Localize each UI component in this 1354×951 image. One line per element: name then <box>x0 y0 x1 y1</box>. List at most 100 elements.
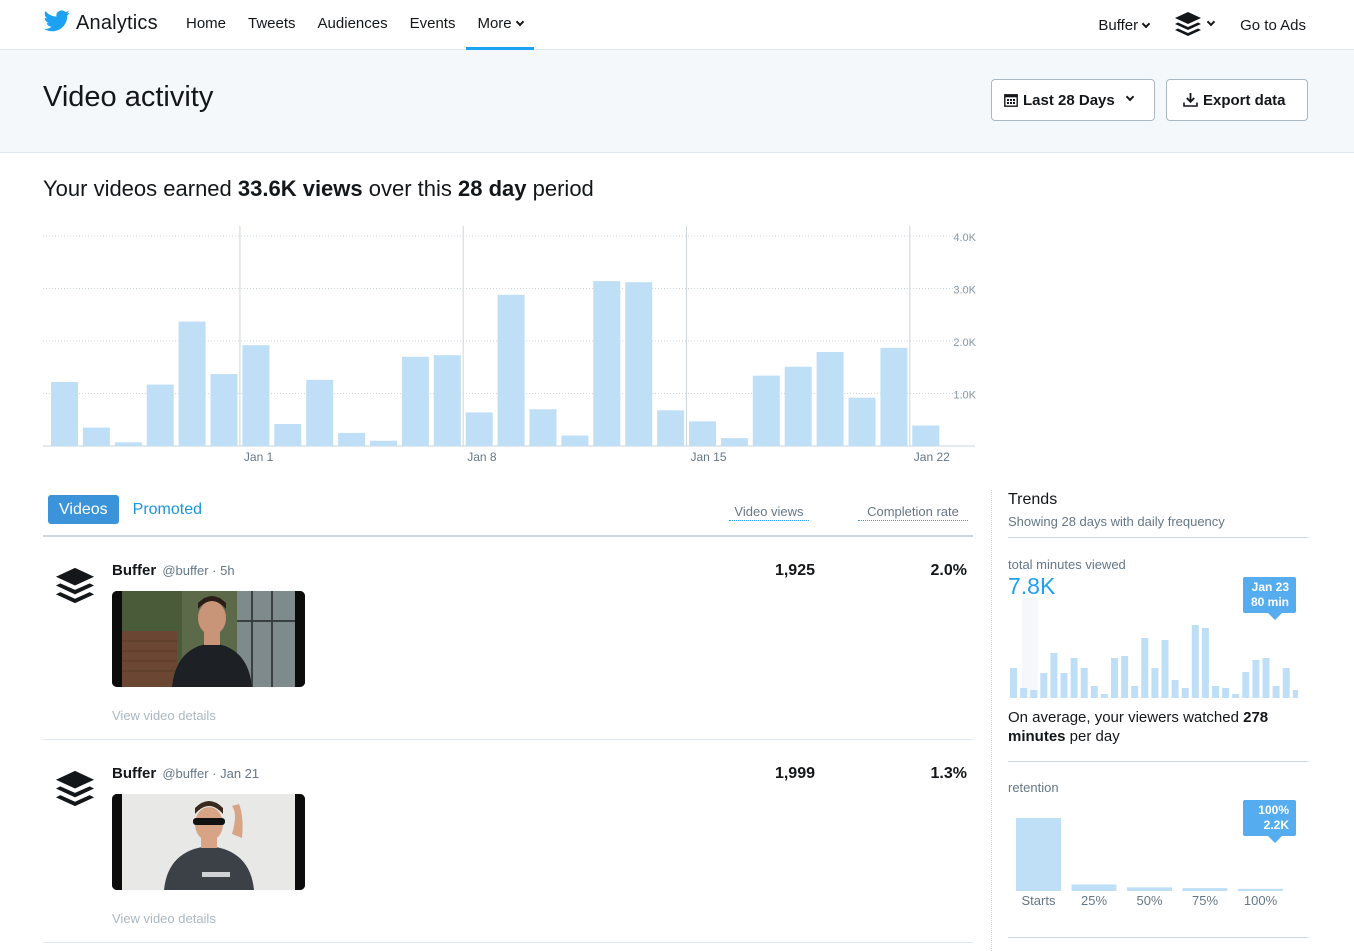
trends-divider <box>991 490 992 951</box>
tab-promoted[interactable]: Promoted <box>132 501 203 518</box>
bar <box>1161 640 1169 698</box>
date-range-label: Last 28 Days <box>1023 91 1115 109</box>
trends-subtitle: Showing 28 days with daily frequency <box>1008 514 1225 529</box>
bar <box>401 356 429 446</box>
x-tick-label: Jan 22 <box>914 450 950 464</box>
bar <box>784 366 812 446</box>
view-video-details-link[interactable]: View video details <box>112 708 216 723</box>
completion-rate-value: 2.0% <box>930 562 967 579</box>
trends-separator <box>1008 761 1308 762</box>
bar <box>1121 656 1129 698</box>
bar <box>720 438 748 446</box>
bar <box>1191 625 1199 698</box>
bar <box>1131 686 1139 698</box>
download-icon <box>1183 93 1198 107</box>
hover-column <box>1022 598 1038 698</box>
bar <box>338 432 366 446</box>
category-label: 50% <box>1136 893 1162 908</box>
bar <box>1272 686 1280 698</box>
bar <box>51 381 78 446</box>
bar <box>1071 884 1117 891</box>
date-range-button[interactable]: Last 28 Days <box>991 79 1155 121</box>
page-title: Video activity <box>43 81 214 113</box>
video-author[interactable]: Buffer <box>112 765 157 782</box>
nav-audiences[interactable]: Audiences <box>317 15 388 32</box>
avg-suffix: per day <box>1065 728 1120 745</box>
tab-videos[interactable]: Videos <box>48 495 119 524</box>
bar <box>178 321 206 446</box>
retention-tooltip: 100% 2.2K <box>1243 800 1296 843</box>
nav-home[interactable]: Home <box>186 15 227 32</box>
category-label: 75% <box>1192 893 1218 908</box>
video-thumbnail[interactable] <box>112 591 305 687</box>
bar <box>82 427 110 446</box>
bar <box>370 440 397 446</box>
bar <box>593 281 621 446</box>
nav-more[interactable]: More <box>466 0 534 50</box>
account-switcher[interactable]: Buffer <box>1098 17 1151 34</box>
nav-events[interactable]: Events <box>409 15 456 32</box>
bar <box>1060 673 1068 698</box>
view-video-details-link[interactable]: View video details <box>112 911 216 926</box>
bar <box>848 397 876 446</box>
avg-prefix: On average, your viewers watched <box>1008 709 1244 726</box>
video-row: Buffer @buffer · 5h View video details 1… <box>43 537 973 740</box>
chevron-down-icon <box>1206 17 1216 27</box>
trends-separator <box>1008 937 1308 938</box>
brand[interactable]: Analytics <box>44 10 158 37</box>
x-tick-label: Jan 8 <box>467 450 497 464</box>
bar <box>1030 690 1038 698</box>
bar <box>465 412 493 446</box>
tooltip-date: Jan 23 <box>1251 580 1289 594</box>
bar <box>1020 688 1028 698</box>
retention-chart: Starts 25% 50% 75% 100% <box>1016 818 1283 908</box>
bar <box>1262 658 1270 698</box>
bar <box>497 294 525 446</box>
bar <box>816 352 844 446</box>
bar <box>1070 658 1078 698</box>
tooltip-value: 2.2K <box>1263 818 1289 832</box>
go-to-ads-link[interactable]: Go to Ads <box>1240 16 1306 34</box>
bar <box>433 355 461 446</box>
chevron-down-icon <box>515 17 524 27</box>
completion-rate-value: 1.3% <box>930 765 967 782</box>
bar <box>210 374 238 446</box>
bar <box>657 410 685 446</box>
bar <box>625 282 653 446</box>
video-thumbnail[interactable] <box>112 794 305 890</box>
bar <box>1282 668 1290 698</box>
bar <box>880 347 908 446</box>
y-tick-label: 4.0K <box>953 232 976 244</box>
nav-tweets[interactable]: Tweets <box>248 15 296 32</box>
bar <box>1252 660 1260 698</box>
page-header: Video activity Last 28 Days Export data <box>0 50 1354 153</box>
nav-right: Buffer Go to Ads <box>1098 0 1306 50</box>
bar <box>114 442 142 446</box>
brand-label: Analytics <box>76 12 158 34</box>
twitter-bird-icon <box>44 10 70 37</box>
apps-menu-button[interactable] <box>1173 11 1216 39</box>
video-author[interactable]: Buffer <box>112 562 157 579</box>
category-label: 25% <box>1081 893 1107 908</box>
bar <box>1040 673 1048 698</box>
y-tick-label: 1.0K <box>953 390 976 402</box>
completion-rate-column-header[interactable]: Completion rate <box>858 504 968 521</box>
bar <box>752 375 780 446</box>
bar <box>1182 888 1228 891</box>
bar <box>146 384 174 446</box>
bar <box>1016 818 1061 891</box>
bar <box>561 435 589 446</box>
avg-bold: 278 minutes <box>1008 709 1269 745</box>
nav-links: Home Tweets Audiences Events More <box>175 0 534 50</box>
export-data-button[interactable]: Export data <box>1166 79 1308 121</box>
bar <box>1111 658 1118 698</box>
video-meta: Buffer @buffer · Jan 21 <box>112 765 259 782</box>
tooltip-percent: 100% <box>1258 803 1289 817</box>
video-views-value: 1,925 <box>774 562 815 579</box>
bar <box>1201 628 1209 698</box>
bar <box>1010 668 1017 698</box>
video-views-value: 1,999 <box>774 765 815 782</box>
video-views-column-header[interactable]: Video views <box>729 504 809 521</box>
bar <box>1127 887 1172 891</box>
bar <box>274 423 302 446</box>
